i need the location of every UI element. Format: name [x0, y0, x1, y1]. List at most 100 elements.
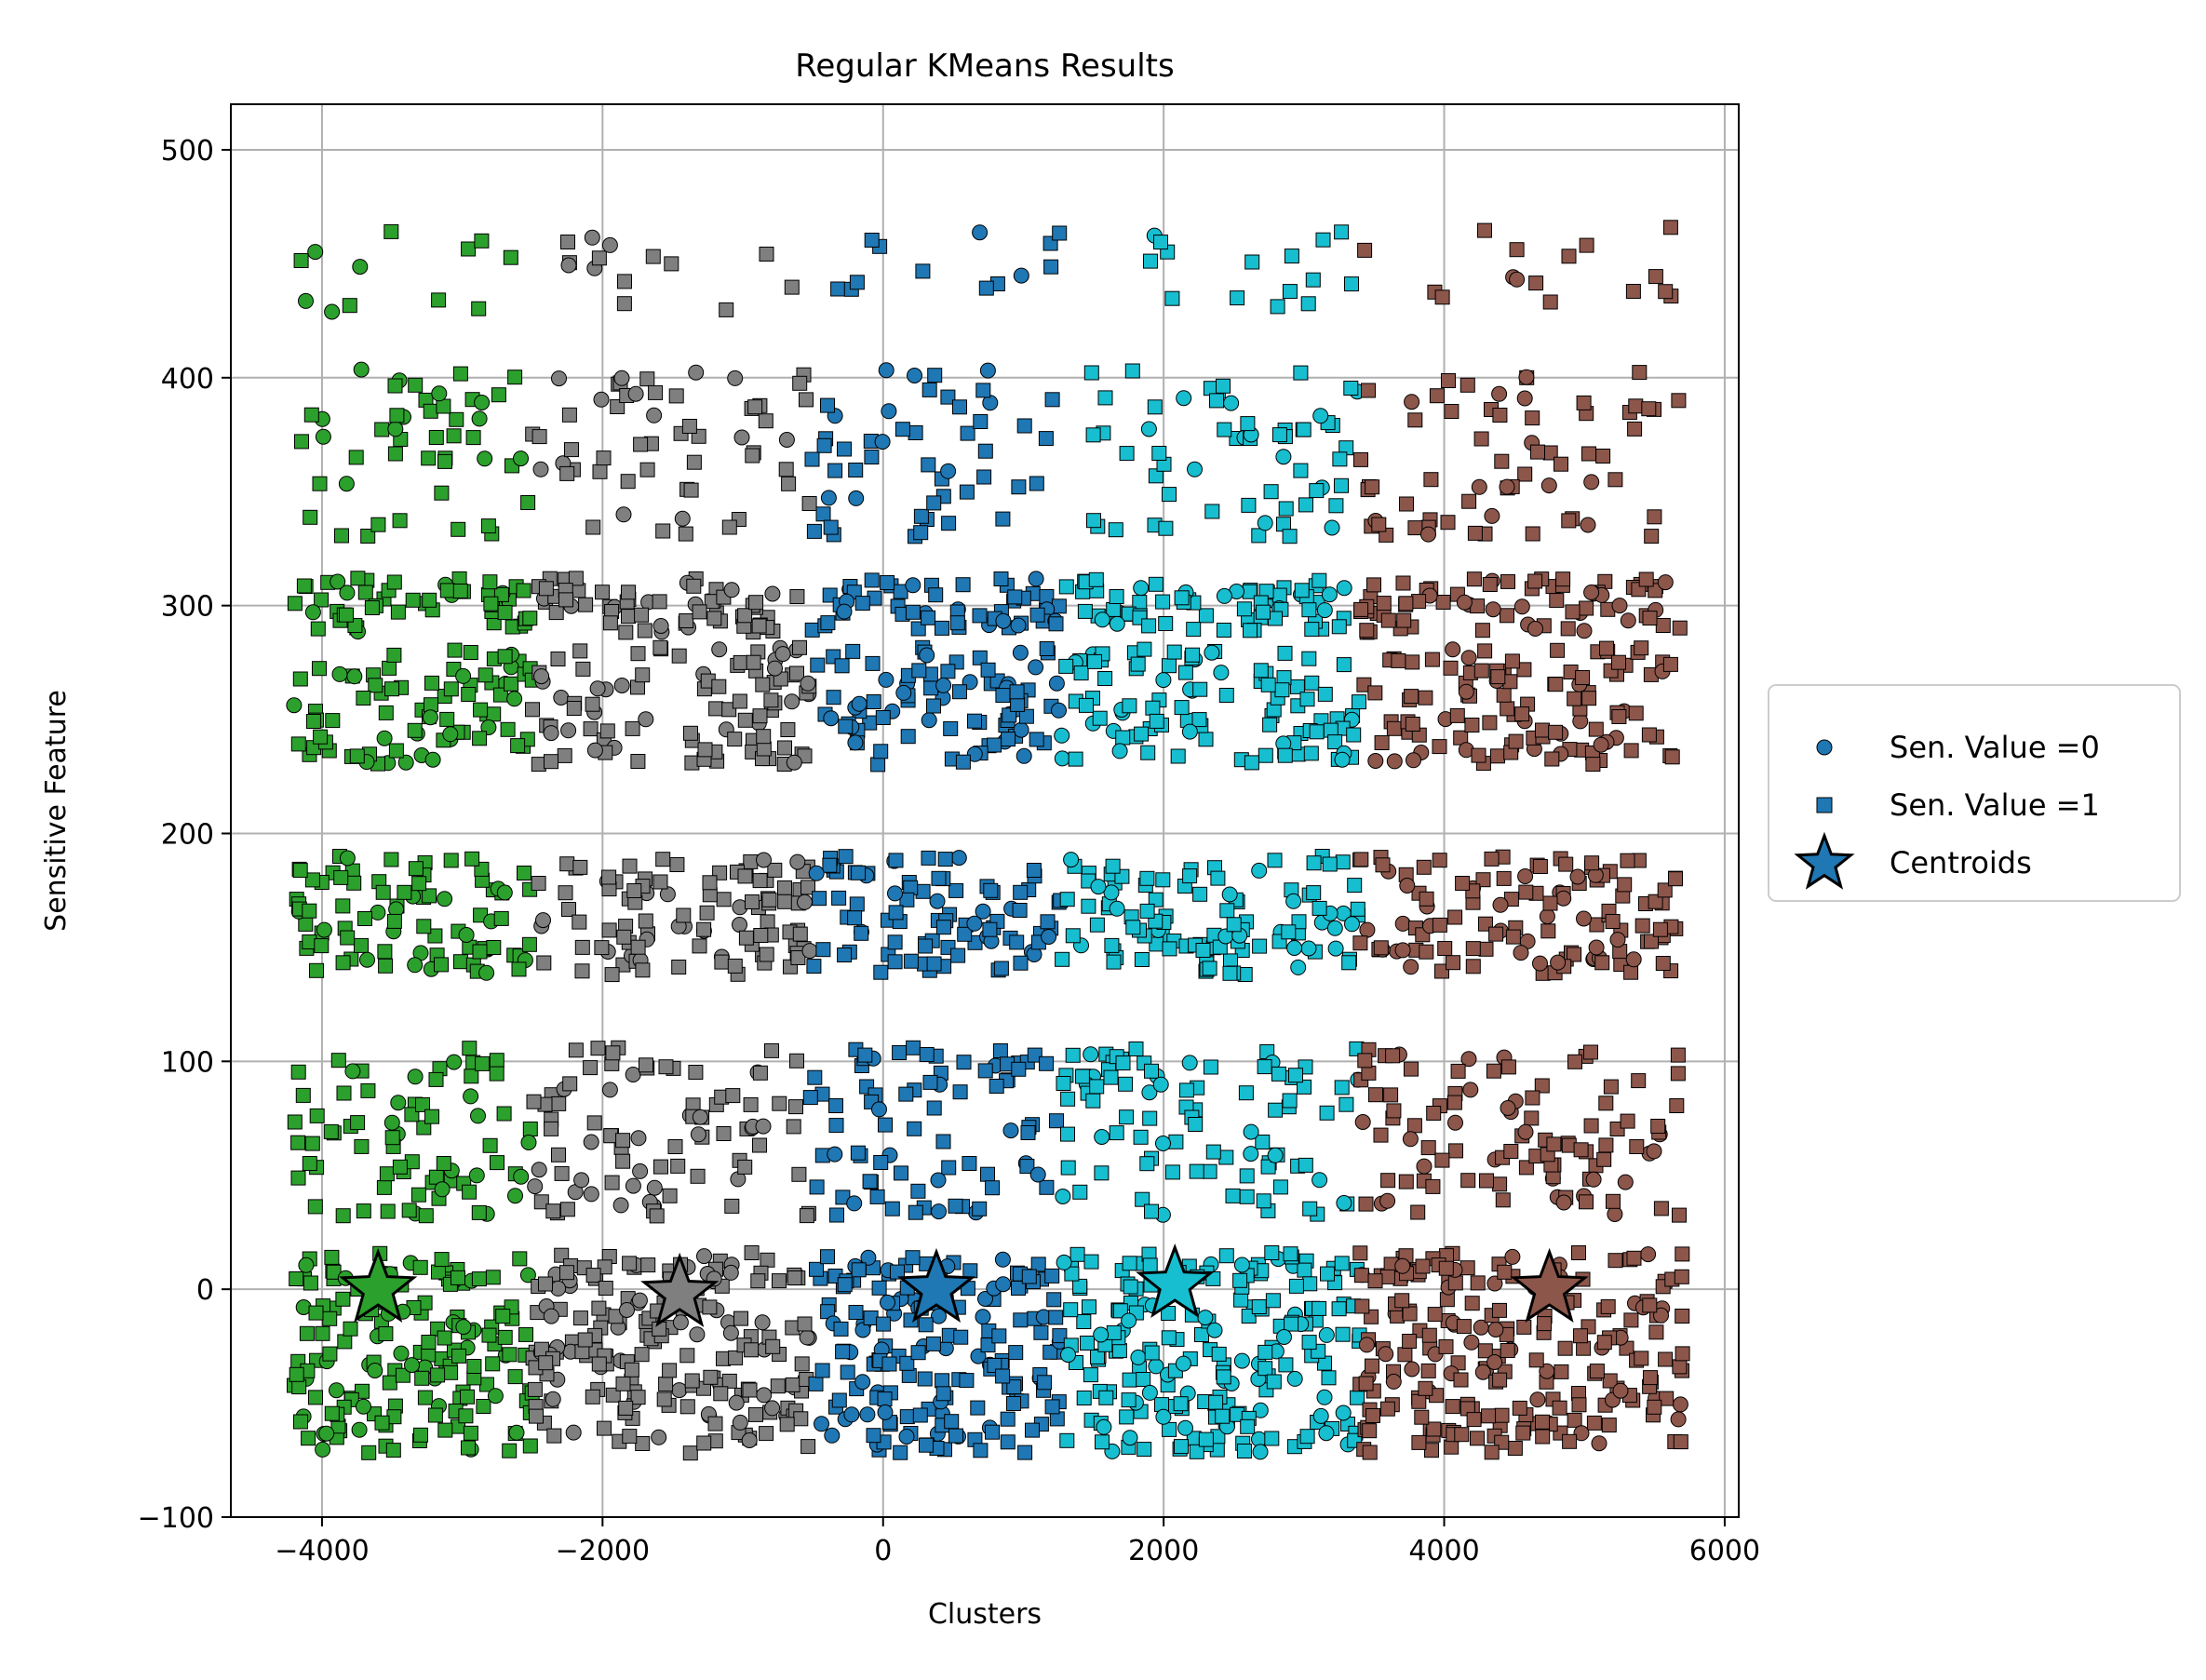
data-point-sen-value-1 — [1115, 1055, 1131, 1071]
data-point-sen-value-0 — [1176, 390, 1192, 407]
data-point-sen-value-1 — [1623, 743, 1639, 759]
data-point-sen-value-1 — [1505, 929, 1521, 945]
data-point-sen-value-0 — [966, 746, 983, 762]
data-point-sen-value-0 — [690, 1126, 706, 1143]
data-point-sen-value-1 — [1256, 1193, 1271, 1209]
data-point-sen-value-1 — [837, 441, 852, 457]
data-point-sen-value-1 — [1410, 1204, 1426, 1220]
data-point-sen-value-1 — [1446, 1095, 1462, 1110]
data-point-sen-value-1 — [287, 596, 303, 612]
data-point-sen-value-1 — [1464, 718, 1480, 732]
data-point-sen-value-1 — [781, 476, 797, 491]
data-point-sen-value-1 — [408, 861, 424, 877]
data-point-sen-value-1 — [847, 910, 863, 926]
data-point-sen-value-0 — [422, 709, 438, 726]
data-point-sen-value-1 — [1305, 272, 1321, 288]
legend-label-sen-value-0: Sen. Value =0 — [1890, 730, 2100, 765]
data-point-sen-value-1 — [1443, 660, 1459, 676]
data-point-sen-value-1 — [732, 693, 747, 709]
data-point-sen-value-1 — [482, 574, 498, 590]
data-point-sen-value-0 — [1311, 1172, 1328, 1189]
data-point-sen-value-1 — [495, 1309, 511, 1324]
data-point-sen-value-0 — [1204, 644, 1220, 661]
data-point-sen-value-0 — [1216, 587, 1232, 604]
data-point-sen-value-0 — [1529, 1391, 1546, 1408]
data-point-sen-value-1 — [1467, 525, 1483, 541]
data-point-sen-value-1 — [1204, 504, 1220, 519]
data-point-sen-value-0 — [1540, 477, 1557, 494]
data-point-sen-value-1 — [413, 1427, 428, 1443]
data-point-sen-value-1 — [1083, 365, 1099, 381]
data-point-sen-value-0 — [1233, 1352, 1250, 1369]
data-point-sen-value-1 — [830, 281, 846, 297]
data-point-sen-value-1 — [427, 928, 443, 944]
data-point-sen-value-1 — [854, 925, 869, 941]
data-point-sen-value-1 — [1579, 600, 1594, 616]
data-point-sen-value-0 — [1403, 959, 1419, 975]
data-point-sen-value-1 — [1421, 1327, 1437, 1343]
data-point-sen-value-1 — [1371, 517, 1387, 532]
data-point-sen-value-0 — [874, 434, 891, 450]
data-point-sen-value-1 — [1435, 595, 1451, 610]
data-point-sen-value-1 — [737, 868, 753, 884]
data-point-sen-value-0 — [1090, 879, 1107, 895]
data-point-sen-value-1 — [378, 1326, 394, 1341]
data-point-sen-value-1 — [851, 865, 867, 880]
data-point-sen-value-1 — [1500, 1343, 1515, 1358]
data-point-sen-value-0 — [995, 612, 1012, 629]
data-point-sen-value-1 — [1258, 747, 1273, 763]
data-point-sen-value-1 — [1185, 647, 1201, 663]
data-point-sen-value-1 — [1594, 955, 1610, 971]
data-point-sen-value-0 — [316, 921, 332, 938]
data-point-sen-value-1 — [1662, 220, 1678, 235]
data-point-sen-value-1 — [866, 1428, 881, 1444]
data-point-sen-value-1 — [1239, 1168, 1255, 1184]
data-point-sen-value-1 — [1552, 1400, 1567, 1416]
data-point-sen-value-1 — [1177, 665, 1193, 680]
data-point-sen-value-1 — [638, 913, 653, 929]
data-point-sen-value-1 — [655, 523, 671, 539]
data-point-sen-value-0 — [1267, 1147, 1284, 1163]
data-point-sen-value-1 — [293, 1414, 308, 1430]
centroid-star — [1510, 1247, 1589, 1323]
data-point-sen-value-1 — [599, 723, 615, 739]
data-point-sen-value-1 — [303, 1275, 318, 1291]
data-point-sen-value-0 — [339, 585, 356, 601]
data-point-sen-value-1 — [1675, 1309, 1690, 1324]
data-point-sen-value-1 — [583, 721, 599, 737]
data-point-sen-value-1 — [585, 1268, 601, 1284]
data-point-sen-value-0 — [1275, 449, 1292, 465]
data-point-sen-value-0 — [1285, 893, 1302, 909]
data-point-sen-value-1 — [639, 462, 655, 477]
data-point-sen-value-1 — [1359, 623, 1375, 638]
data-point-sen-value-1 — [405, 592, 421, 608]
data-point-sen-value-1 — [1262, 717, 1278, 732]
data-point-sen-value-0 — [455, 1319, 472, 1336]
data-point-sen-value-0 — [532, 461, 549, 477]
data-point-sen-value-1 — [342, 298, 357, 314]
data-point-sen-value-1 — [662, 1363, 678, 1378]
data-point-sen-value-1 — [521, 936, 537, 952]
data-point-sen-value-1 — [1178, 1082, 1194, 1098]
data-point-sen-value-1 — [1432, 917, 1447, 933]
data-point-sen-value-1 — [1670, 1047, 1686, 1063]
data-point-sen-value-1 — [1299, 692, 1315, 707]
data-point-sen-value-1 — [1626, 1250, 1642, 1266]
data-point-sen-value-0 — [370, 904, 386, 921]
data-point-sen-value-1 — [814, 1363, 830, 1378]
data-point-sen-value-0 — [367, 1363, 383, 1378]
data-point-sen-value-1 — [596, 450, 612, 466]
data-point-sen-value-1 — [1596, 1151, 1612, 1167]
data-point-sen-value-1 — [1226, 917, 1242, 933]
data-point-sen-value-0 — [732, 917, 747, 933]
data-point-sen-value-1 — [756, 741, 772, 757]
data-point-sen-value-1 — [1253, 663, 1269, 679]
data-point-sen-value-0 — [356, 1398, 371, 1415]
data-point-sen-value-1 — [831, 890, 847, 906]
data-point-sen-value-0 — [848, 490, 865, 506]
data-point-sen-value-1 — [876, 1316, 892, 1332]
data-point-sen-value-0 — [1583, 585, 1600, 600]
data-point-sen-value-1 — [1335, 854, 1351, 870]
data-point-sen-value-0 — [1591, 1435, 1607, 1452]
data-point-sen-value-1 — [559, 465, 575, 481]
